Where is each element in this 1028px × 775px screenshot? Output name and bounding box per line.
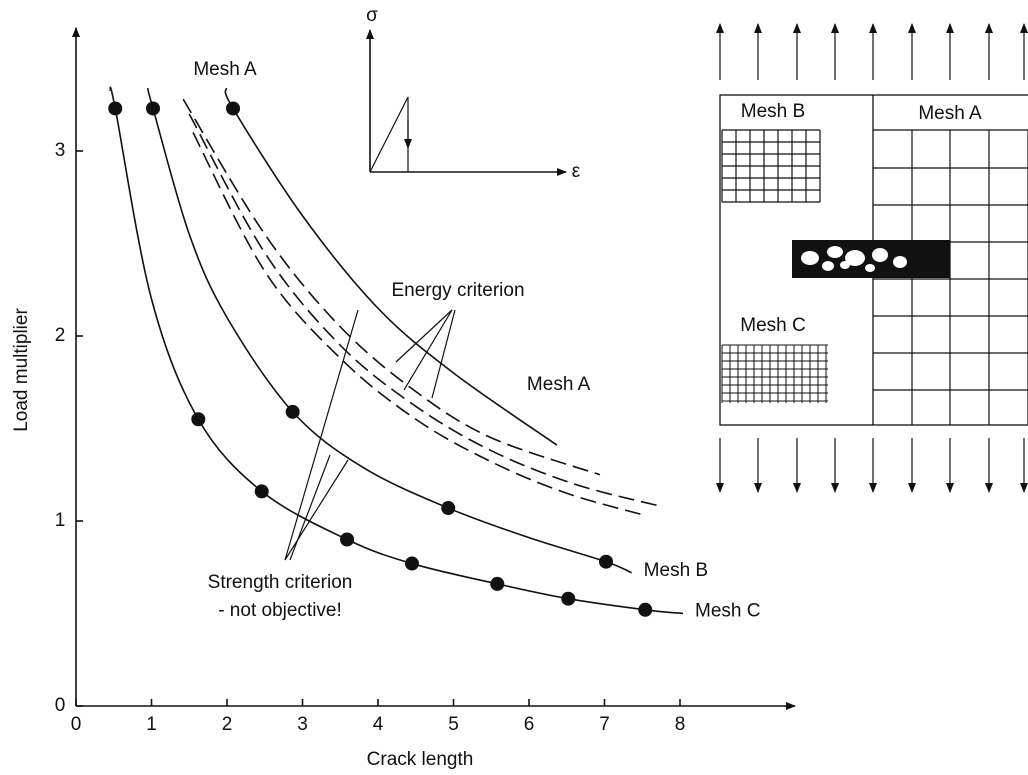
inset-x-label: ε [572,161,581,182]
y-axis-label: Load multiplier [11,308,32,432]
inset-y-label: σ [366,5,378,26]
curve [109,86,684,615]
data-point [404,556,419,571]
x-tick-label: 0 [71,714,82,735]
data-point [638,602,653,617]
data-point [226,101,241,116]
curve [182,98,601,476]
mesh-diagram: Mesh B Mesh A Mesh C [716,23,1028,493]
x-tick-label: 3 [297,714,308,735]
y-tick-label: 0 [55,695,66,716]
annotation: Energy criterion [391,280,524,301]
void [893,256,907,268]
void [865,264,875,272]
series-label: Mesh C [695,601,760,622]
diagram-label: Mesh B [741,101,805,122]
x-tick-label: 5 [448,714,459,735]
data-point [146,101,161,116]
diagram-label: Mesh C [740,315,805,336]
y-tick-label: 2 [55,325,66,346]
data-point [599,554,614,569]
x-axis-label: Crack length [367,749,474,770]
annotation: Strength criterion [208,572,353,593]
data-point [191,412,206,427]
void [845,250,865,266]
void [827,246,843,258]
curve [192,132,646,517]
void [840,261,850,269]
annotation: - not objective! [218,600,342,621]
data-point [254,484,269,499]
x-tick-label: 1 [146,714,157,735]
void [872,248,888,262]
annotation: Mesh A [193,59,257,80]
y-tick-label: 3 [55,140,66,161]
data-point [561,591,576,606]
data-point [285,404,300,419]
data-point [441,501,456,516]
x-tick-label: 2 [222,714,233,735]
data-point [108,101,123,116]
data-point [340,532,355,547]
x-tick-label: 4 [373,714,384,735]
y-tick-label: 1 [55,510,66,531]
series-label: Mesh B [644,560,708,581]
void [801,251,819,265]
curve [146,87,633,574]
x-tick-label: 6 [524,714,535,735]
data-point [490,576,505,591]
x-tick-label: 7 [599,714,610,735]
curve [188,113,661,507]
diagram-label: Mesh A [918,103,982,124]
void [822,261,834,271]
series-label: Mesh A [527,374,591,395]
stress-strain-inset: σ ε [366,5,581,182]
x-tick-label: 8 [675,714,686,735]
